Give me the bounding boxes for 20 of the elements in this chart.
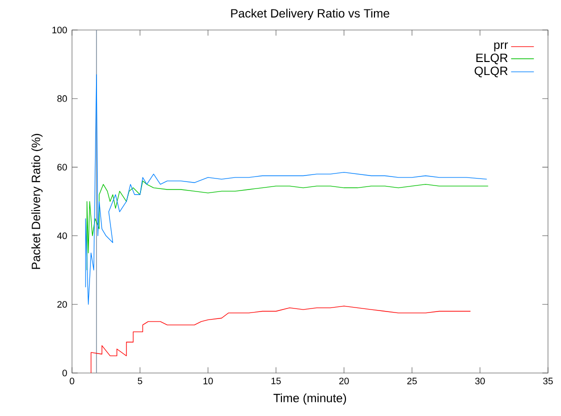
y-tick-label: 20 (57, 301, 67, 308)
y-tick-label: 40 (57, 232, 67, 240)
y-tick-label: 60 (57, 164, 67, 170)
x-tick-label: 30 (475, 378, 485, 384)
x-tick-label: 20 (339, 378, 349, 384)
x-tick-label: 0 (70, 378, 74, 384)
y-tick-label: 100 (52, 26, 67, 34)
legend-label: QLQR (474, 66, 508, 78)
y-axis-title: Packet Delivery Ratio (%) (31, 134, 43, 269)
x-tick-label: 25 (407, 378, 417, 384)
legend-label: prr (494, 42, 508, 52)
legend-label: ELQR (476, 54, 508, 64)
x-tick-label: 5 (138, 378, 142, 384)
x-tick-label: 10 (204, 378, 213, 384)
y-tick-label: 80 (57, 95, 67, 102)
x-tick-label: 35 (543, 378, 553, 384)
y-tick-label: 0 (62, 370, 67, 376)
x-tick-label: 15 (272, 378, 281, 384)
chart-title: Packet Delivery Ratio vs Time (231, 8, 390, 20)
x-axis-title: Time (minute) (273, 393, 346, 405)
